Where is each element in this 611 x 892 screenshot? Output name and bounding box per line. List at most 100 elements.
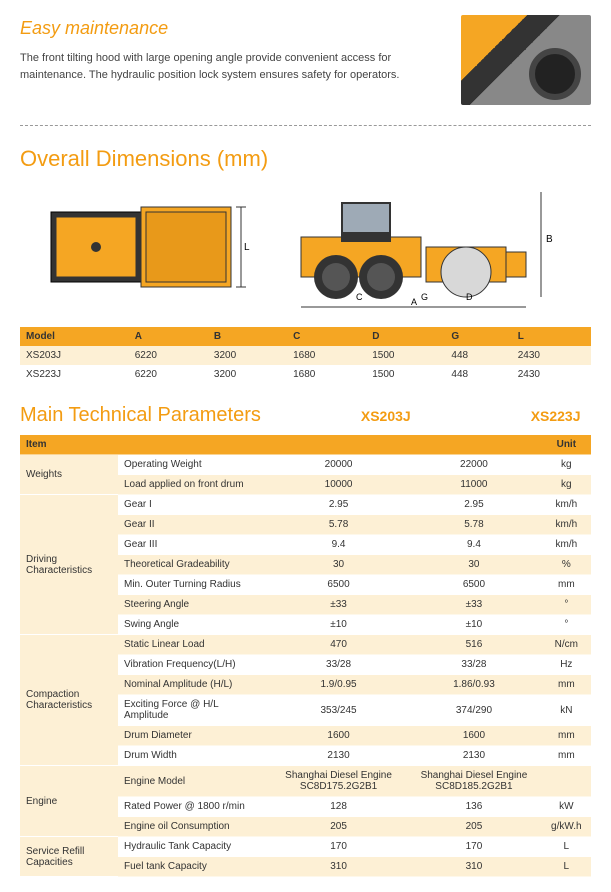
params-header-item: Item	[20, 435, 118, 455]
params-row: EngineEngine ModelShanghai Diesel Engine…	[20, 766, 591, 797]
params-value-1: 353/245	[271, 695, 406, 726]
params-value-2: 11000	[406, 475, 541, 495]
params-param: Static Linear Load	[118, 635, 271, 655]
svg-text:G: G	[421, 292, 428, 302]
params-param: Operating Weight	[118, 455, 271, 475]
params-unit: mm	[542, 575, 591, 595]
params-unit: mm	[542, 726, 591, 746]
params-param: Vibration Frequency(L/H)	[118, 655, 271, 675]
params-value-1: 170	[271, 837, 406, 857]
dim-col-header: B	[208, 327, 287, 346]
params-value-2: ±10	[406, 615, 541, 635]
svg-text:L: L	[244, 242, 250, 253]
params-value-1: 1.9/0.95	[271, 675, 406, 695]
params-value-1: 310	[271, 857, 406, 877]
params-unit: kN	[542, 695, 591, 726]
params-row: Driving CharacteristicsGear I2.952.95km/…	[20, 495, 591, 515]
params-param: Theoretical Gradeability	[118, 555, 271, 575]
params-unit	[542, 766, 591, 797]
params-value-1: ±10	[271, 615, 406, 635]
params-table: Item Unit WeightsOperating Weight2000022…	[20, 435, 591, 877]
params-param: Gear I	[118, 495, 271, 515]
maintenance-text: The front tilting hood with large openin…	[20, 50, 446, 83]
params-value-2: 1.86/0.93	[406, 675, 541, 695]
params-value-1: ±33	[271, 595, 406, 615]
params-value-2: 2.95	[406, 495, 541, 515]
params-group: Compaction Characteristics	[20, 635, 118, 766]
dim-cell: 1680	[287, 346, 366, 365]
params-value-2: 516	[406, 635, 541, 655]
dim-col-header: A	[129, 327, 208, 346]
params-value-1: 33/28	[271, 655, 406, 675]
dim-row: XS203J62203200168015004482430	[20, 346, 591, 365]
dim-cell: 1500	[366, 365, 445, 384]
side-view-diagram: B A C G D	[271, 182, 571, 312]
divider	[20, 125, 591, 126]
params-unit: L	[542, 837, 591, 857]
params-value-2: 170	[406, 837, 541, 857]
params-value-2: 9.4	[406, 535, 541, 555]
params-group: Driving Characteristics	[20, 495, 118, 635]
params-title: Main Technical Parameters	[20, 404, 261, 427]
params-value-2: 2130	[406, 746, 541, 766]
params-value-1: 6500	[271, 575, 406, 595]
dim-cell: 1680	[287, 365, 366, 384]
params-unit: km/h	[542, 495, 591, 515]
params-value-1: 30	[271, 555, 406, 575]
params-row: Compaction CharacteristicsStatic Linear …	[20, 635, 591, 655]
dim-cell: 2430	[512, 346, 591, 365]
params-group: Service Refill Capacities	[20, 837, 118, 877]
params-group: Engine	[20, 766, 118, 837]
dim-cell: XS223J	[20, 365, 129, 384]
params-value-2: Shanghai Diesel Engine SC8D185.2G2B1	[406, 766, 541, 797]
params-param: Exciting Force @ H/L Amplitude	[118, 695, 271, 726]
params-value-1: 2130	[271, 746, 406, 766]
params-value-2: 30	[406, 555, 541, 575]
params-value-2: 1600	[406, 726, 541, 746]
params-unit: kg	[542, 455, 591, 475]
dim-cell: 448	[445, 346, 511, 365]
dim-cell: 448	[445, 365, 511, 384]
dim-col-header: L	[512, 327, 591, 346]
params-model-1: XS203J	[361, 408, 411, 424]
params-value-2: 205	[406, 817, 541, 837]
dim-cell: 1500	[366, 346, 445, 365]
params-unit: %	[542, 555, 591, 575]
params-param: Load applied on front drum	[118, 475, 271, 495]
params-param: Drum Diameter	[118, 726, 271, 746]
params-value-1: 20000	[271, 455, 406, 475]
dimension-diagrams: L B A C G D	[20, 182, 591, 312]
svg-text:B: B	[546, 234, 553, 245]
params-unit: km/h	[542, 515, 591, 535]
dim-cell: 6220	[129, 365, 208, 384]
params-param: Engine oil Consumption	[118, 817, 271, 837]
params-model-2: XS223J	[531, 408, 581, 424]
params-value-1: 1600	[271, 726, 406, 746]
params-param: Min. Outer Turning Radius	[118, 575, 271, 595]
params-param: Hydraulic Tank Capacity	[118, 837, 271, 857]
maintenance-photo	[461, 15, 591, 105]
params-unit: °	[542, 595, 591, 615]
params-param: Gear III	[118, 535, 271, 555]
dimensions-table: ModelABCDGL XS203J6220320016801500448243…	[20, 327, 591, 384]
params-header-unit: Unit	[542, 435, 591, 455]
dim-cell: 2430	[512, 365, 591, 384]
params-param: Nominal Amplitude (H/L)	[118, 675, 271, 695]
params-value-2: 22000	[406, 455, 541, 475]
params-value-1: 9.4	[271, 535, 406, 555]
svg-text:A: A	[411, 297, 417, 307]
dim-cell: XS203J	[20, 346, 129, 365]
params-unit: kg	[542, 475, 591, 495]
params-unit: °	[542, 615, 591, 635]
params-value-1: 5.78	[271, 515, 406, 535]
params-group: Weights	[20, 455, 118, 495]
params-unit: Hz	[542, 655, 591, 675]
params-value-1: Shanghai Diesel Engine SC8D175.2G2B1	[271, 766, 406, 797]
dim-col-header: C	[287, 327, 366, 346]
params-param: Fuel tank Capacity	[118, 857, 271, 877]
params-row: Service Refill CapacitiesHydraulic Tank …	[20, 837, 591, 857]
params-param: Steering Angle	[118, 595, 271, 615]
params-value-2: 374/290	[406, 695, 541, 726]
maintenance-title: Easy maintenance	[20, 15, 446, 42]
params-value-2: ±33	[406, 595, 541, 615]
